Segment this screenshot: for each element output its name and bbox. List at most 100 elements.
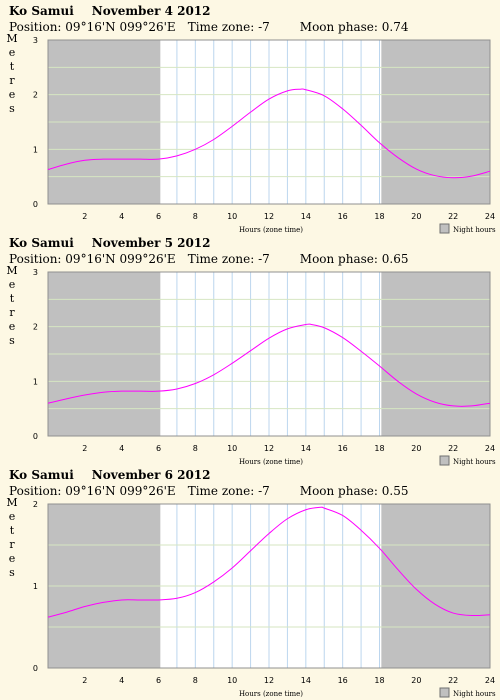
tide-height-line (47, 88, 491, 179)
x-tick-label: 20 (411, 676, 421, 685)
x-tick-label: 22 (448, 444, 458, 453)
x-tick-label: 14 (301, 676, 311, 685)
plot-frame (47, 503, 491, 669)
chart-header: Ko Samui November 5 2012 (9, 236, 211, 250)
legend-label: Night hours (453, 458, 496, 466)
y-axis-label-letter: s (9, 334, 15, 347)
x-tick-label: 4 (119, 676, 124, 685)
y-axis-label-letter: t (10, 60, 15, 73)
legend-label: Night hours (453, 690, 496, 698)
timezone-value: -7 (258, 252, 270, 266)
chart-date: November 6 2012 (91, 468, 211, 482)
y-tick-label: 1 (33, 145, 38, 154)
y-axis-label-letter: e (9, 46, 16, 59)
legend-swatch (439, 223, 450, 234)
plot-frame (47, 271, 491, 437)
y-axis-label-letter: s (9, 102, 15, 115)
moon-phase-value: 0.55 (381, 484, 409, 498)
tide-height-line (47, 323, 491, 407)
moon-phase-label: Moon phase: (299, 484, 378, 498)
x-tick-label: 16 (338, 676, 348, 685)
y-axis-label-letter: e (9, 320, 16, 333)
y-axis-label-letter: M (6, 496, 17, 509)
tide-panel: Ko Samui November 4 2012 Position: 09°16'N… (0, 4, 500, 236)
position-value: 09°16'N 099°26'E (65, 20, 176, 34)
x-tick-label: 10 (227, 212, 237, 221)
x-tick-label: 6 (156, 676, 161, 685)
x-tick-label: 6 (156, 444, 161, 453)
tide-panel: Ko Samui November 6 2012 Position: 09°16'N… (0, 468, 500, 700)
x-tick-label: 18 (374, 444, 384, 453)
y-axis-label-letter: e (9, 510, 16, 523)
y-tick-label: 0 (33, 200, 38, 209)
x-tick-label: 12 (264, 444, 274, 453)
y-tick-label: 1 (33, 377, 38, 386)
moon-phase-value: 0.65 (381, 252, 409, 266)
x-tick-label: 14 (301, 444, 311, 453)
y-axis-label-letter: r (9, 306, 15, 319)
position-value: 09°16'N 099°26'E (65, 484, 176, 498)
y-axis-label-letter: t (10, 524, 15, 537)
y-axis-label-letter: e (9, 278, 16, 291)
timezone-label: Time zone: (187, 252, 255, 266)
position-label: Position: (9, 20, 62, 34)
chart-subheader: Position: 09°16'N 099°26'E Time zone: -7 M… (9, 484, 408, 498)
chart-subheader: Position: 09°16'N 099°26'E Time zone: -7 M… (9, 252, 408, 266)
x-tick-label: 2 (82, 676, 87, 685)
y-axis-label-letter: s (9, 566, 15, 579)
y-axis-label-letter: t (10, 292, 15, 305)
x-axis-label: Hours (zone time) (239, 226, 303, 234)
legend-swatch (439, 687, 450, 698)
x-tick-label: 24 (485, 444, 495, 453)
chart-subheader: Position: 09°16'N 099°26'E Time zone: -7 M… (9, 20, 408, 34)
x-tick-label: 16 (338, 444, 348, 453)
x-tick-label: 6 (156, 212, 161, 221)
x-tick-label: 22 (448, 212, 458, 221)
chart-header: Ko Samui November 6 2012 (9, 468, 211, 482)
x-tick-label: 20 (411, 444, 421, 453)
y-axis-label-letter: M (6, 264, 17, 277)
position-label: Position: (9, 484, 62, 498)
timezone-value: -7 (258, 20, 270, 34)
plot-frame (47, 39, 491, 205)
moon-phase-label: Moon phase: (299, 252, 378, 266)
x-tick-label: 4 (119, 212, 124, 221)
y-tick-label: 3 (33, 36, 38, 45)
x-tick-label: 18 (374, 212, 384, 221)
x-tick-label: 14 (301, 212, 311, 221)
tide-height-line (47, 506, 491, 618)
x-tick-label: 18 (374, 676, 384, 685)
x-axis-label: Hours (zone time) (239, 690, 303, 698)
x-tick-label: 16 (338, 212, 348, 221)
x-tick-label: 12 (264, 212, 274, 221)
y-axis-label-letter: r (9, 74, 15, 87)
tide-panel: Ko Samui November 5 2012 Position: 09°16'N… (0, 236, 500, 468)
location-name: Ko Samui (9, 236, 74, 250)
y-tick-label: 2 (33, 323, 38, 332)
x-tick-label: 2 (82, 212, 87, 221)
y-tick-label: 1 (33, 582, 38, 591)
timezone-label: Time zone: (187, 20, 255, 34)
position-label: Position: (9, 252, 62, 266)
y-axis-label-letter: e (9, 88, 16, 101)
x-tick-label: 22 (448, 676, 458, 685)
moon-phase-value: 0.74 (381, 20, 409, 34)
timezone-label: Time zone: (187, 484, 255, 498)
x-tick-label: 8 (193, 444, 198, 453)
y-tick-label: 2 (33, 91, 38, 100)
y-tick-label: 0 (33, 664, 38, 673)
moon-phase-label: Moon phase: (299, 20, 378, 34)
position-value: 09°16'N 099°26'E (65, 252, 176, 266)
timezone-value: -7 (258, 484, 270, 498)
y-axis-label-letter: r (9, 538, 15, 551)
x-tick-label: 10 (227, 444, 237, 453)
x-tick-label: 8 (193, 676, 198, 685)
y-axis-label-letter: e (9, 552, 16, 565)
x-tick-label: 24 (485, 676, 495, 685)
x-tick-label: 8 (193, 212, 198, 221)
